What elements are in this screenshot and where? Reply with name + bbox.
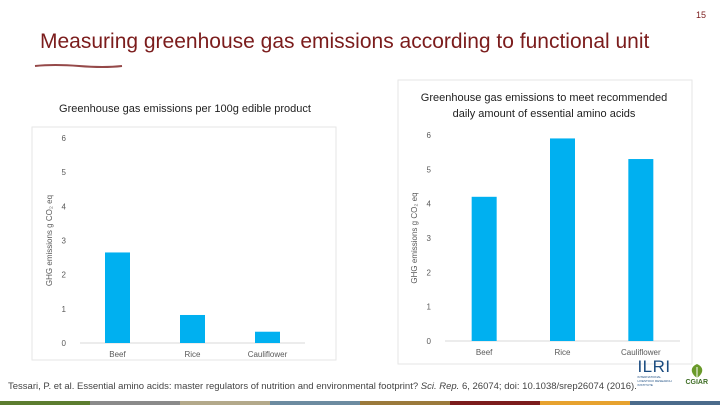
ilri-logo: ILRI INTERNATIONAL LIVESTOCK RESEARCH IN…: [637, 357, 672, 387]
chart2-title: Greenhouse gas emissions to meet recomme…: [420, 92, 668, 120]
chart2-bar-cauliflower: [628, 159, 654, 341]
chart2-ytick-label: 3: [427, 234, 432, 243]
chart1-ytick-label: 6: [62, 134, 67, 143]
chart2-ytick-label: 0: [427, 337, 432, 346]
chart2-ytick-label: 1: [427, 303, 432, 312]
chart1-ytick-label: 4: [62, 202, 67, 211]
citation: Tessari, P. et al. Essential amino acids…: [8, 381, 637, 392]
slide-title: Measuring greenhouse gas emissions accor…: [40, 30, 650, 53]
chart1-bar-rice: [180, 314, 205, 343]
chart2-bar-beef: [471, 196, 497, 341]
chart1-ytick-label: 2: [62, 271, 67, 280]
chart2-ytick-label: 2: [427, 268, 432, 277]
chart2-category-label: Beef: [476, 348, 493, 357]
cgiar-logo: CGIAR: [685, 363, 708, 387]
logos: ILRI INTERNATIONAL LIVESTOCK RESEARCH IN…: [637, 358, 708, 387]
chart2-category-label: Cauliflower: [621, 348, 661, 357]
chart1-frame: [31, 126, 337, 361]
chart1-category-label: Cauliflower: [248, 350, 288, 359]
chart1-bar-cauliflower: [255, 331, 280, 343]
cgiar-leaf-icon: [691, 364, 702, 378]
chart1-ytick-label: 3: [62, 237, 67, 246]
title-underline: [34, 64, 123, 68]
page-number: 15: [695, 10, 706, 20]
chart2-bar-rice: [550, 138, 575, 341]
chart1-category-label: Rice: [184, 350, 201, 359]
chart2-frame: [397, 79, 693, 365]
chart1-category-label: Beef: [109, 350, 126, 359]
chart1-y-label: GHG emissions g CO₂ eq: [45, 195, 54, 286]
chart1-bar-beef: [105, 252, 130, 343]
chart1-title: Greenhouse gas emissions per 100g edible…: [59, 103, 311, 115]
chart2-ytick-label: 6: [427, 131, 432, 140]
chart2-category-label: Rice: [554, 348, 571, 357]
bottom-stripe: [0, 401, 720, 405]
chart2-ytick-label: 5: [427, 165, 432, 174]
chart1-ytick-label: 1: [62, 305, 67, 314]
chart1-ytick-label: 5: [62, 168, 67, 177]
chart1-ytick-label: 0: [62, 339, 67, 348]
chart2-y-label: GHG emissions g CO₂ eq: [410, 192, 419, 283]
chart2-ytick-label: 4: [427, 200, 432, 209]
